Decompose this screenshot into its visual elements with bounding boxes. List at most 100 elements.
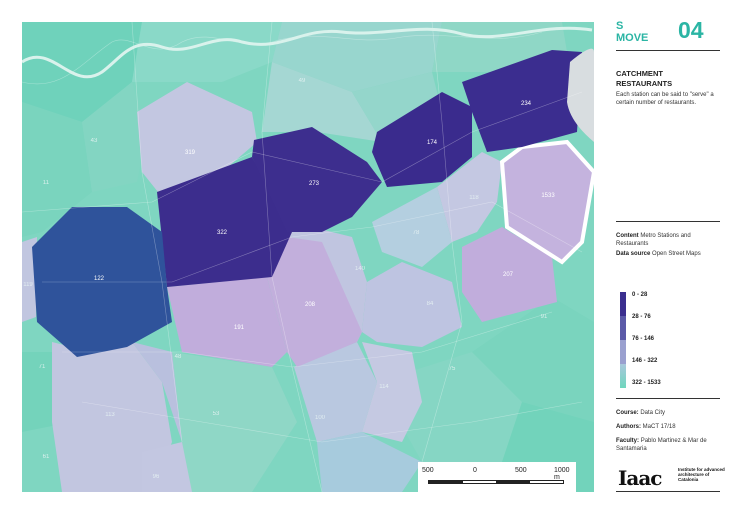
divider <box>616 491 720 492</box>
map-cell <box>262 62 382 142</box>
cell-label: 207 <box>503 272 514 278</box>
legend-label: 322 - 1533 <box>632 380 661 386</box>
map-cell-96 <box>142 442 192 492</box>
content-label: Content <box>616 233 639 239</box>
cell-label: 208 <box>305 302 316 308</box>
info-panel: S MOVE 04 CATCHMENT RESTAURANTS Each sta… <box>612 0 730 516</box>
map-cell <box>472 297 594 422</box>
map-cell-273 <box>252 127 382 232</box>
title-line1: CATCHMENT <box>616 69 663 78</box>
title-line2: RESTAURANTS <box>616 79 673 88</box>
course-info: Course: Data City <box>616 409 720 417</box>
cell-label: 100 <box>315 415 326 421</box>
legend-swatch <box>620 364 626 388</box>
cell-label: 122 <box>94 276 105 282</box>
data-source-label: Data source <box>616 251 651 257</box>
divider <box>616 221 720 222</box>
authors-label: Authors: <box>616 424 641 430</box>
course-label: Course: <box>616 410 639 416</box>
map-cell-1533 <box>499 139 594 265</box>
legend-label: 76 - 146 <box>632 336 655 342</box>
header-tag-line2: MOVE <box>616 32 649 44</box>
data-source-value: Open Street Maps <box>652 251 701 257</box>
cell-label: 118 <box>469 195 479 201</box>
cell-label: 140 <box>355 266 366 272</box>
map-cell <box>294 342 377 442</box>
map-description: Each station can be said to "serve" a ce… <box>616 92 714 106</box>
content-info: Content Metro Stations and Restaurants <box>616 232 720 248</box>
cell-label: 113 <box>105 412 115 418</box>
map-cell <box>82 82 147 192</box>
cell-label: 49 <box>299 78 306 84</box>
cell-label: 48 <box>175 354 182 360</box>
map-cell <box>172 352 297 492</box>
map-cell <box>272 22 442 92</box>
course-value: Data City <box>640 410 666 416</box>
map-cell-191 <box>167 277 287 367</box>
map-cell <box>352 72 442 142</box>
iaac-logo-subtitle: Institute for advanced architecture of C… <box>678 467 725 482</box>
cell-label: 84 <box>427 301 434 307</box>
map-cell-122 <box>32 207 172 357</box>
cell-label: 1533 <box>541 193 555 199</box>
legend-swatch <box>620 292 626 316</box>
divider <box>616 50 720 51</box>
cell-label: 53 <box>213 411 220 417</box>
map-cell-118 <box>437 152 502 242</box>
authors-info: Authors: MaCT 17/18 <box>616 423 720 431</box>
cell-label: 71 <box>39 364 46 370</box>
iaac-logo: Iaac <box>618 466 662 490</box>
cell-label: 119 <box>23 282 33 288</box>
header-tag: S MOVE <box>616 20 648 44</box>
map-cell <box>22 22 142 122</box>
authors-value: MaCT 17/18 <box>642 424 676 430</box>
map-cell-319 <box>137 82 257 197</box>
map-cell <box>132 342 182 442</box>
legend-color-ramp <box>620 292 626 388</box>
map-cell <box>22 102 92 237</box>
data-source-info: Data source Open Street Maps <box>616 250 720 258</box>
cell-label: 174 <box>427 140 438 146</box>
cell-label: 11 <box>43 180 50 186</box>
map-title: CATCHMENT RESTAURANTS <box>616 69 722 89</box>
cell-label: 96 <box>153 474 160 480</box>
cell-label: 191 <box>234 325 245 331</box>
scale-tick-label: 0 <box>473 467 477 474</box>
map-cell <box>132 22 282 82</box>
map-cell-114 <box>362 342 422 442</box>
legend-label: 146 - 322 <box>632 358 658 364</box>
legend-swatch <box>620 340 626 364</box>
cell-label: 78 <box>413 230 420 236</box>
map-cell-322 <box>157 157 292 287</box>
cell-label: 114 <box>379 384 389 390</box>
cell-label: 273 <box>309 181 320 187</box>
scale-tick-label: 500 <box>422 467 434 474</box>
faculty-value: Pablo Martinez & Mar de Santamaria <box>616 438 707 452</box>
catchment-map[interactable]: 234 174 273 322 122 1533 319 208 191 207… <box>22 22 594 492</box>
faculty-info: Faculty: Pablo Martinez & Mar de Santama… <box>616 437 720 453</box>
map-cell-84 <box>362 262 462 347</box>
divider <box>616 398 720 399</box>
map-cell-207 <box>462 227 557 322</box>
cell-label: 319 <box>185 150 196 156</box>
scale-tick-label: 500 <box>515 467 527 474</box>
scale-tick-label: 1000 m <box>554 467 570 481</box>
sheet-number: 04 <box>678 17 704 43</box>
map-cell <box>552 252 594 322</box>
cell-label: 234 <box>521 101 532 107</box>
scale-bar-track <box>428 480 564 484</box>
scale-bar: 500 0 500 1000 m <box>418 462 576 492</box>
content-value: Metro Stations and Restaurants <box>616 233 691 247</box>
legend-label: 28 - 76 <box>632 314 651 320</box>
legend-swatch <box>620 316 626 340</box>
river <box>22 26 593 79</box>
cell-label: 75 <box>449 366 456 372</box>
map-cell-174 <box>372 92 472 187</box>
header-tag-line1: S <box>616 20 624 32</box>
cell-label: 322 <box>217 230 228 236</box>
map-gray-area <box>567 48 594 142</box>
map-cell-78 <box>372 187 452 267</box>
faculty-label: Faculty: <box>616 438 640 444</box>
cell-label: 61 <box>43 454 50 460</box>
cell-label: 43 <box>91 138 98 144</box>
